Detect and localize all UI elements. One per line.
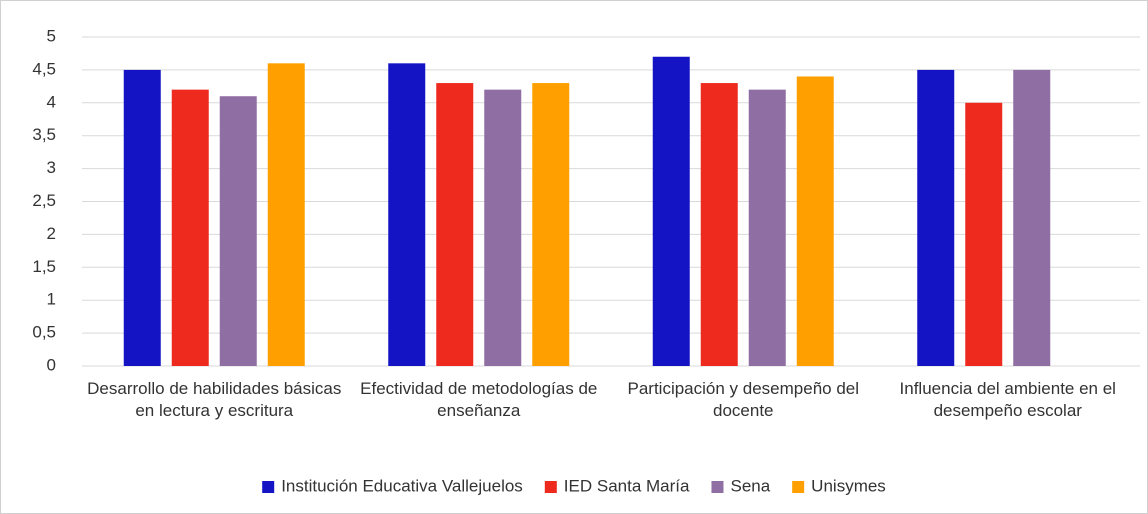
bar: [748, 89, 786, 366]
y-tick-label: 4: [47, 92, 56, 111]
bar: [917, 69, 955, 367]
x-tick-label-box: Efectividad de metodologías de enseñanza: [360, 379, 598, 420]
legend: Institución Educativa Vallejuelos IED San…: [262, 476, 886, 495]
bar: [700, 83, 738, 366]
x-tick-label-box: Influencia del ambiente en el desempeño …: [899, 379, 1116, 420]
legend-label: IED Santa María: [564, 476, 690, 495]
bar: [219, 96, 257, 366]
y-tick-label: 2,5: [32, 191, 56, 210]
bar: [171, 89, 209, 366]
bar: [388, 63, 426, 366]
y-tick-label: 5: [47, 26, 56, 45]
x-tick-label: Influencia del ambiente en el desempeño …: [899, 379, 1116, 420]
bar: [532, 83, 570, 366]
y-tick-label: 1,5: [32, 257, 56, 276]
y-tick-label: 0: [47, 355, 56, 374]
y-tick-label: 2: [47, 224, 56, 243]
bar: [1013, 69, 1051, 367]
y-tick-label: 3,5: [32, 125, 56, 144]
legend-swatch: [544, 481, 557, 493]
x-tick-label: Participación y desempeño del docente: [627, 379, 860, 420]
legend-swatch: [711, 481, 724, 493]
x-tick-label-box: Participación y desempeño del docente: [627, 379, 860, 420]
y-tick-label: 4,5: [32, 59, 56, 78]
bar: [965, 102, 1003, 367]
legend-label: Unisymes: [811, 476, 886, 495]
bar: [267, 63, 305, 366]
bar: [652, 56, 690, 367]
bar: [484, 89, 522, 366]
legend-label: Institución Educativa Vallejuelos: [281, 476, 523, 495]
bar: [123, 69, 161, 367]
legend-swatch: [792, 481, 805, 493]
legend-label: Sena: [730, 476, 770, 495]
y-tick-label: 0,5: [32, 323, 56, 342]
y-tick-label: 1: [47, 290, 56, 309]
legend-swatch: [262, 481, 275, 493]
y-tick-label: 3: [47, 158, 56, 177]
x-tick-label-box: Desarrollo de habilidades básicas en lec…: [87, 379, 342, 420]
bar: [796, 76, 834, 366]
x-tick-label: Efectividad de metodologías de enseñanza: [360, 379, 598, 420]
bar: [436, 83, 474, 366]
x-tick-label: Desarrollo de habilidades básicas en lec…: [87, 379, 342, 420]
